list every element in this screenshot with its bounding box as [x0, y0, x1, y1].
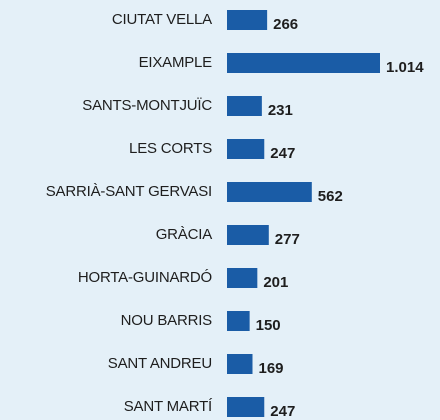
- value-label: 266: [273, 16, 298, 33]
- bar: [227, 182, 312, 202]
- category-label: HORTA-GUINARDÓ: [78, 269, 212, 286]
- value-label: 277: [275, 231, 300, 248]
- value-label: 247: [270, 403, 295, 420]
- bar: [227, 96, 262, 116]
- bar: [227, 10, 268, 30]
- category-label: SANT MARTÍ: [124, 398, 213, 415]
- value-label: 562: [318, 188, 343, 205]
- category-label: SARRIÀ-SANT GERVASI: [46, 183, 212, 200]
- category-label: EIXAMPLE: [139, 54, 213, 71]
- category-label: SANT ANDREU: [108, 355, 212, 372]
- bar: [227, 53, 380, 73]
- value-label: 1.014: [386, 59, 424, 76]
- value-label: 169: [259, 360, 284, 377]
- bar: [227, 311, 250, 331]
- category-label: NOU BARRIS: [121, 312, 213, 329]
- bar: [227, 139, 265, 159]
- bar: [227, 225, 269, 245]
- value-label: 201: [263, 274, 288, 291]
- bar: [227, 397, 265, 417]
- value-label: 247: [270, 145, 295, 162]
- category-label: CIUTAT VELLA: [112, 11, 212, 28]
- value-label: 150: [256, 317, 281, 334]
- value-label: 231: [268, 102, 293, 119]
- category-label: LES CORTS: [129, 140, 212, 157]
- bar: [227, 354, 253, 374]
- category-label: GRÀCIA: [156, 226, 213, 243]
- category-label: SANTS-MONTJUÏC: [82, 97, 212, 114]
- bar: [227, 268, 258, 288]
